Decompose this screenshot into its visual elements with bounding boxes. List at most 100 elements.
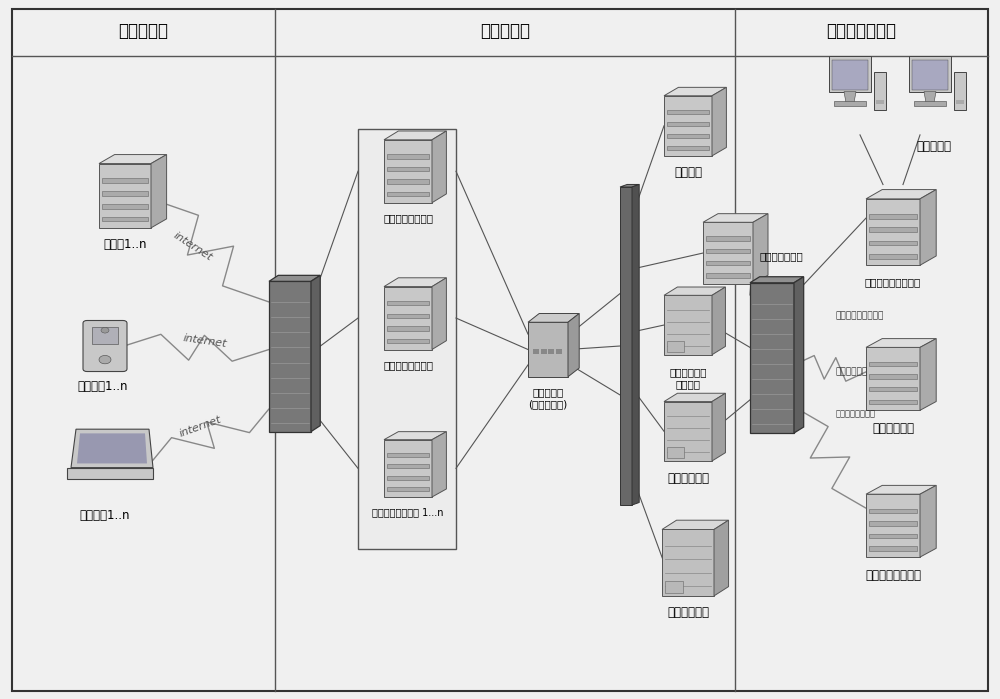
Bar	[706, 261, 750, 266]
Bar	[533, 349, 539, 354]
Bar	[869, 387, 917, 391]
Bar	[269, 281, 311, 431]
Bar	[703, 222, 753, 284]
Bar	[664, 96, 712, 156]
Bar	[556, 349, 562, 354]
Bar	[706, 249, 750, 253]
Bar	[869, 400, 917, 404]
Text: 服务器群组: 服务器群组	[480, 22, 530, 41]
Polygon shape	[528, 314, 579, 322]
Polygon shape	[632, 185, 639, 505]
Text: 数据存储中心: 数据存储中心	[667, 606, 709, 619]
Bar	[665, 581, 683, 593]
Bar	[667, 122, 709, 126]
Bar	[869, 254, 917, 259]
Polygon shape	[920, 338, 936, 410]
Bar	[706, 273, 750, 278]
Polygon shape	[432, 131, 446, 203]
Bar	[832, 61, 868, 89]
Polygon shape	[269, 275, 320, 281]
Polygon shape	[664, 87, 726, 96]
Polygon shape	[920, 189, 936, 265]
Text: 心电数据分析服务: 心电数据分析服务	[865, 569, 921, 582]
Text: 服务器1..n: 服务器1..n	[103, 238, 147, 251]
Text: 供应商前置服务器: 供应商前置服务器	[383, 360, 433, 370]
Polygon shape	[384, 278, 446, 287]
Text: internet: internet	[177, 414, 223, 439]
Bar	[387, 339, 429, 343]
Polygon shape	[384, 432, 446, 440]
Bar	[954, 73, 966, 110]
Bar	[387, 314, 429, 318]
Text: 单机用户1..n: 单机用户1..n	[80, 509, 130, 522]
Text: 应用服务器
(中间件系统): 应用服务器 (中间件系统)	[528, 387, 568, 410]
Bar	[866, 199, 920, 265]
Polygon shape	[664, 394, 725, 401]
Bar	[869, 509, 917, 513]
Bar	[99, 164, 151, 228]
Text: 移动用户1..n: 移动用户1..n	[78, 380, 128, 393]
Bar	[102, 204, 148, 208]
Polygon shape	[866, 485, 936, 494]
Polygon shape	[866, 338, 936, 347]
Polygon shape	[71, 429, 153, 468]
Text: internet: internet	[182, 333, 228, 349]
Bar	[384, 287, 432, 350]
Bar	[866, 347, 920, 410]
Polygon shape	[662, 520, 729, 530]
Bar	[540, 349, 546, 354]
Bar	[387, 180, 429, 184]
Bar	[102, 178, 148, 183]
Bar	[912, 61, 948, 89]
Text: internet: internet	[172, 230, 214, 262]
Bar	[387, 453, 429, 457]
Polygon shape	[311, 275, 320, 431]
Bar	[667, 110, 709, 114]
Bar	[387, 167, 429, 171]
Bar	[528, 322, 568, 377]
Text: 诊断中心本地服务器: 诊断中心本地服务器	[865, 277, 921, 287]
Polygon shape	[77, 433, 147, 463]
Bar	[387, 464, 429, 468]
Polygon shape	[844, 92, 856, 103]
Polygon shape	[866, 189, 936, 199]
Text: 诊断应用服务器: 诊断应用服务器	[760, 252, 804, 261]
Text: 数据库服务器: 数据库服务器	[667, 472, 709, 485]
Bar	[662, 530, 714, 596]
Polygon shape	[712, 287, 725, 354]
Bar	[914, 101, 946, 106]
Bar	[866, 494, 920, 557]
Bar	[869, 214, 917, 219]
Bar	[387, 487, 429, 491]
Circle shape	[99, 355, 111, 363]
Text: 医疗行政部门: 医疗行政部门	[836, 368, 868, 376]
Polygon shape	[753, 214, 768, 284]
Bar	[387, 476, 429, 480]
Bar	[387, 326, 429, 331]
Text: 诊断及其它应用: 诊断及其它应用	[826, 22, 896, 41]
Text: 数据仓库: 数据仓库	[674, 166, 702, 180]
Text: 供应商群组: 供应商群组	[119, 22, 169, 41]
Bar	[876, 100, 884, 104]
Polygon shape	[712, 87, 726, 156]
Bar	[667, 447, 684, 459]
Bar	[358, 129, 456, 549]
Bar	[667, 341, 684, 352]
Bar	[829, 56, 871, 92]
FancyBboxPatch shape	[83, 320, 127, 372]
Bar	[956, 100, 964, 104]
Bar	[869, 375, 917, 379]
Bar	[667, 134, 709, 138]
Bar	[548, 349, 554, 354]
Bar	[664, 295, 712, 354]
Polygon shape	[151, 154, 167, 228]
Bar	[384, 140, 432, 203]
Bar	[102, 217, 148, 222]
Text: 供应商前置服务器 1...n: 供应商前置服务器 1...n	[372, 507, 444, 517]
Bar	[67, 468, 153, 479]
Polygon shape	[920, 485, 936, 557]
Polygon shape	[703, 214, 768, 222]
Bar	[387, 301, 429, 305]
Bar	[869, 547, 917, 551]
Bar	[706, 236, 750, 240]
